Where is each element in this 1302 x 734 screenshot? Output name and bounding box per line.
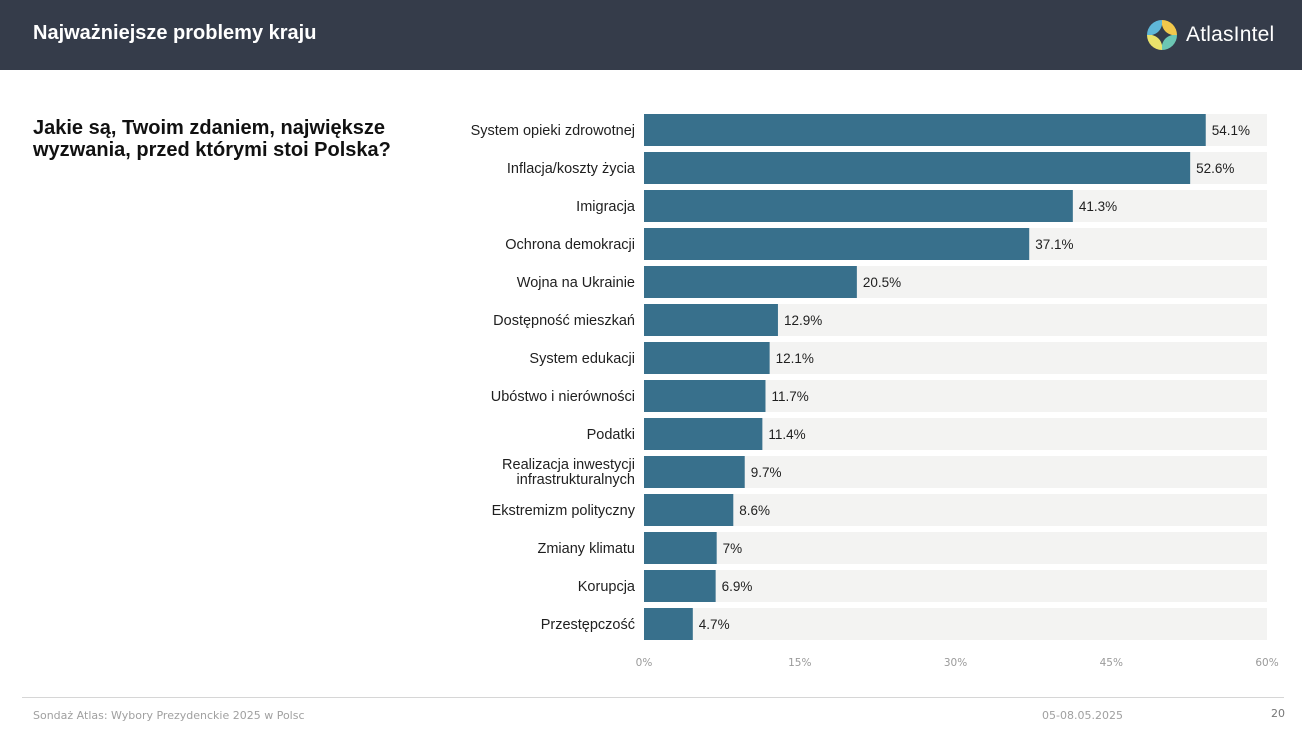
value-label: 12.9%	[784, 313, 822, 328]
bar-track	[644, 608, 1267, 640]
bar-track	[644, 570, 1267, 602]
category-label: Przestępczość	[541, 617, 635, 633]
value-label: 9.7%	[751, 465, 782, 480]
bar-track	[644, 532, 1267, 564]
bar	[644, 114, 1206, 146]
header-bar: Najważniejsze problemy kraju AtlasIntel	[0, 0, 1302, 70]
footer-divider	[22, 697, 1284, 698]
bar	[644, 456, 745, 488]
bar-track	[644, 456, 1267, 488]
footer-date: 05-08.05.2025	[1042, 709, 1123, 722]
page-title: Najważniejsze problemy kraju	[33, 22, 317, 44]
value-label: 11.7%	[771, 389, 808, 404]
category-label: System opieki zdrowotnej	[471, 123, 635, 139]
bar	[644, 608, 693, 640]
bar	[644, 152, 1191, 184]
bar	[644, 494, 734, 526]
value-label: 37.1%	[1035, 237, 1073, 252]
bar	[644, 532, 717, 564]
value-label: 4.7%	[699, 617, 730, 632]
value-label: 52.6%	[1196, 161, 1234, 176]
category-label: Wojna na Ukrainie	[517, 275, 635, 291]
atlasintel-logo-icon	[1147, 20, 1177, 50]
value-label: 8.6%	[739, 503, 770, 518]
category-label: Imigracja	[576, 199, 636, 215]
category-label: Ubóstwo i nierówności	[491, 389, 635, 405]
bar	[644, 266, 857, 298]
brand-name: AtlasIntel	[1186, 23, 1275, 46]
x-tick-label: 60%	[1255, 657, 1278, 669]
category-label: Podatki	[587, 427, 635, 443]
value-label: 7%	[723, 541, 743, 556]
category-label: System edukacji	[529, 351, 635, 367]
bar	[644, 190, 1073, 222]
bar	[644, 304, 778, 336]
bar	[644, 570, 716, 602]
page-number: 20	[1271, 707, 1285, 720]
category-label: Inflacja/koszty życia	[507, 161, 636, 177]
bar	[644, 380, 766, 412]
brand: AtlasIntel	[1146, 18, 1274, 52]
bar-track	[644, 494, 1267, 526]
value-label: 12.1%	[776, 351, 814, 366]
bar	[644, 228, 1030, 260]
category-label: Dostępność mieszkań	[493, 313, 635, 329]
footer-source: Sondaż Atlas: Wybory Prezydenckie 2025 w…	[33, 709, 305, 722]
value-label: 11.4%	[768, 427, 805, 442]
category-label: Korupcja	[578, 579, 636, 595]
x-tick-label: 30%	[944, 657, 967, 669]
category-label: Ochrona demokracji	[505, 237, 635, 253]
category-label: Ekstremizm polityczny	[492, 503, 636, 519]
x-tick-label: 0%	[636, 657, 653, 669]
question-text: Jakie są, Twoim zdaniem, największe wyzw…	[33, 117, 391, 161]
category-label: Zmiany klimatu	[538, 541, 636, 557]
value-label: 20.5%	[863, 275, 901, 290]
bar	[644, 342, 770, 374]
bar	[644, 418, 763, 450]
x-tick-label: 45%	[1100, 657, 1123, 669]
x-tick-label: 15%	[788, 657, 811, 669]
value-label: 41.3%	[1079, 199, 1117, 214]
value-label: 54.1%	[1212, 123, 1250, 138]
value-label: 6.9%	[722, 579, 753, 594]
category-label: Realizacja inwestycji infrastrukturalnych	[502, 457, 635, 488]
